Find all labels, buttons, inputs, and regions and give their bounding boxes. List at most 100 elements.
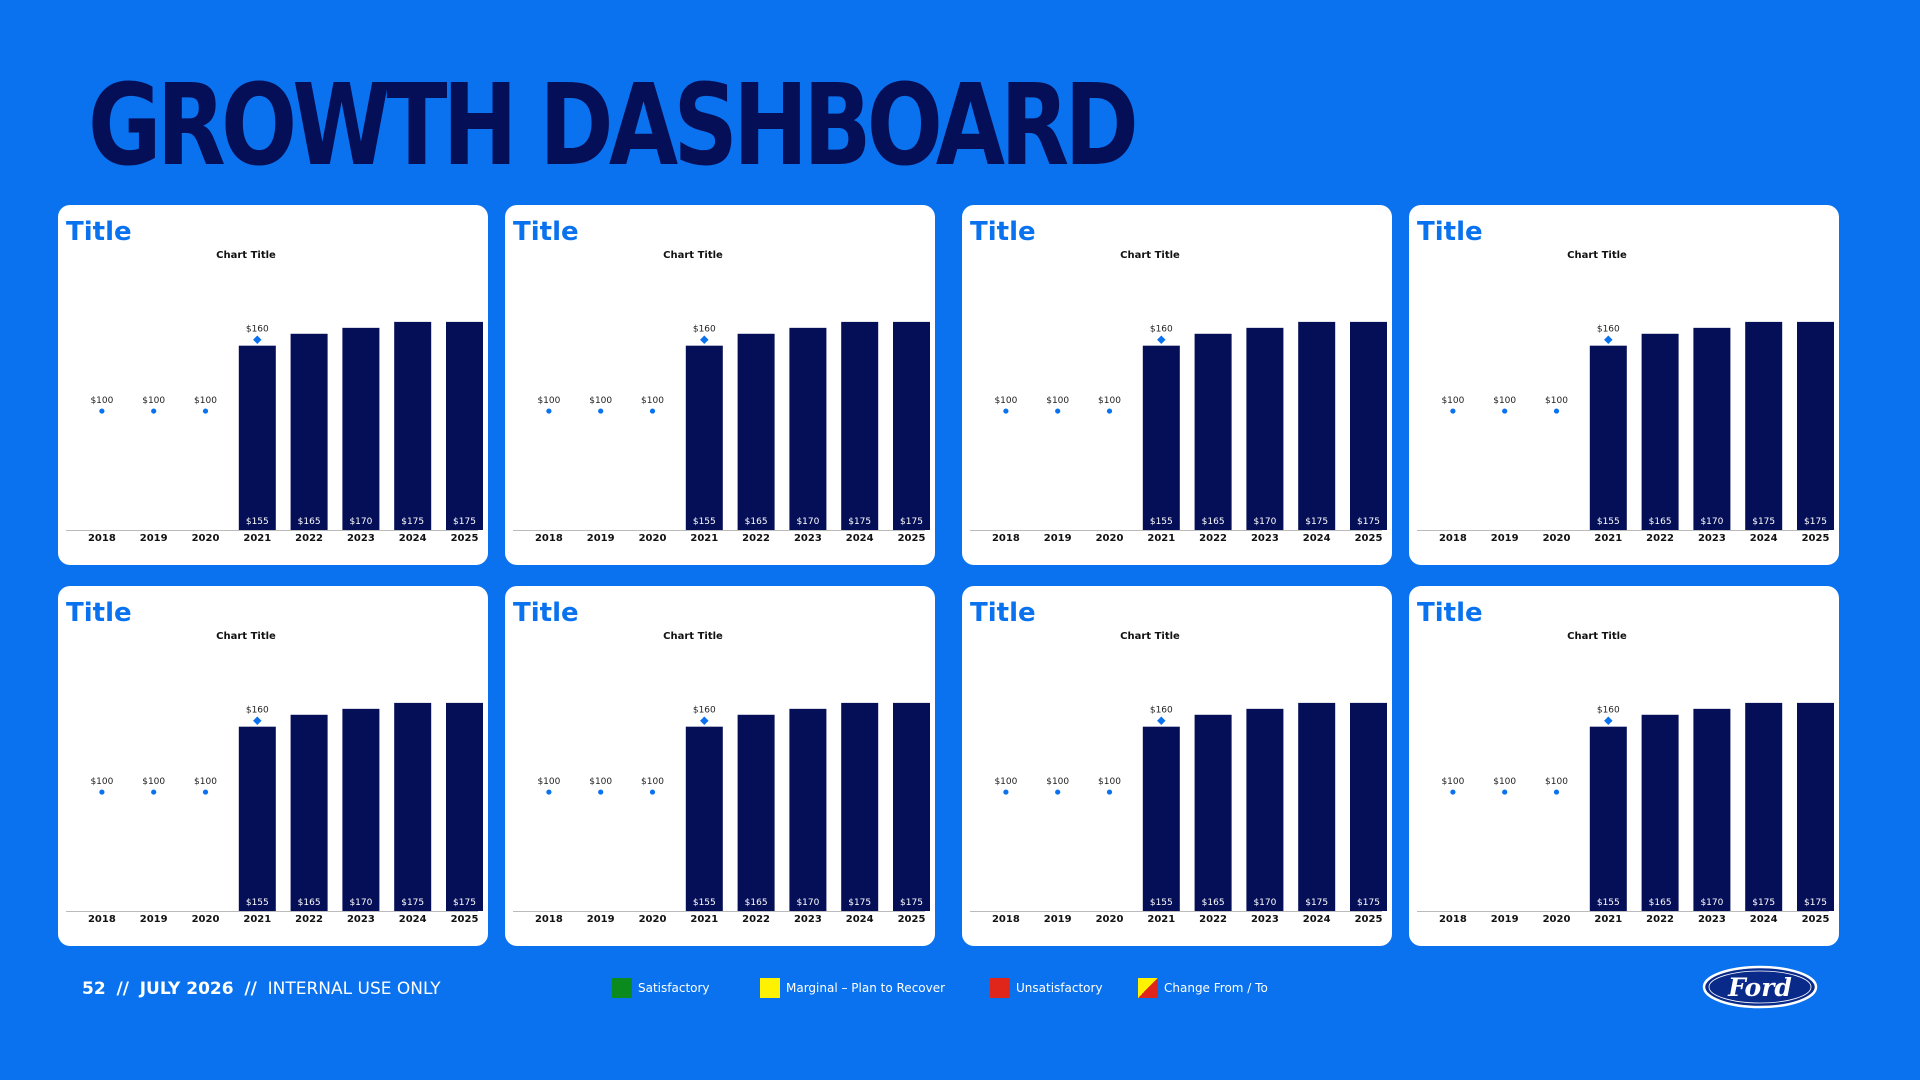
- bar-value-label: $175: [453, 898, 476, 908]
- marker-value-label: $100: [1046, 396, 1069, 406]
- bar: [342, 327, 380, 530]
- marker-dot: [546, 408, 552, 414]
- x-tick-label: 2021: [1147, 533, 1175, 544]
- legend-label: Unsatisfactory: [1016, 981, 1103, 995]
- x-tick-label: 2020: [1543, 914, 1571, 925]
- marker-value-label: $100: [537, 777, 560, 787]
- yellow-red-split-square-icon: [1138, 978, 1158, 998]
- bar: [789, 708, 827, 911]
- bar: [1298, 702, 1336, 911]
- marker-dot: [1450, 789, 1456, 795]
- marker-dot: [1106, 789, 1113, 795]
- x-tick-label: 2018: [535, 914, 563, 925]
- bar: [737, 333, 775, 530]
- marker-diamond: [700, 335, 709, 344]
- x-tick-label: 2018: [992, 533, 1020, 544]
- chart-title: Chart Title: [216, 631, 276, 642]
- x-tick-label: 2021: [690, 533, 718, 544]
- bar-value-label: $175: [900, 517, 923, 527]
- bar: [1194, 714, 1232, 911]
- x-tick-label: 2021: [243, 914, 271, 925]
- bar: [1246, 327, 1284, 530]
- x-tick-label: 2022: [1646, 533, 1674, 544]
- bar: [1246, 708, 1284, 911]
- x-tick-label: 2023: [1698, 914, 1726, 925]
- marker-value-label: $160: [693, 325, 716, 335]
- marker-value-label: $100: [641, 777, 664, 787]
- x-tick-label: 2019: [1044, 533, 1072, 544]
- x-tick-label: 2023: [347, 914, 375, 925]
- x-tick-label: 2024: [1750, 914, 1778, 925]
- x-tick-label: 2025: [1802, 533, 1830, 544]
- marker-dot: [598, 789, 604, 795]
- bar: [342, 708, 380, 911]
- card-title: Title: [66, 598, 132, 628]
- ford-logo: Ford: [1702, 965, 1818, 1009]
- bar-value-label: $175: [453, 517, 476, 527]
- marker-value-label: $100: [1098, 396, 1121, 406]
- bar-value-label: $175: [1305, 898, 1328, 908]
- marker-dot: [649, 789, 656, 795]
- chart-card: Title Chart Title $100 2018 $100 2019 $100 202…: [1409, 586, 1839, 946]
- x-tick-label: 2020: [1543, 533, 1571, 544]
- bar: [841, 702, 879, 911]
- bar-value-label: $165: [745, 898, 768, 908]
- marker-value-label: $100: [90, 777, 113, 787]
- bar-value-label: $170: [1700, 517, 1723, 527]
- chart: Chart Title $100 2018 $100 2019 $100 2020 $155 $…: [66, 631, 483, 925]
- x-tick-label: 2022: [295, 914, 323, 925]
- marker-dot: [1055, 408, 1061, 414]
- x-tick-label: 2024: [1750, 533, 1778, 544]
- x-tick-label: 2019: [140, 533, 168, 544]
- chart: Chart Title $100 2018 $100 2019 $100 2020 $155 $…: [1417, 631, 1834, 925]
- marker-diamond: [1157, 335, 1166, 344]
- marker-diamond: [700, 716, 709, 725]
- bar: [1745, 702, 1783, 911]
- x-tick-label: 2020: [192, 533, 220, 544]
- bar: [446, 321, 483, 530]
- x-tick-label: 2024: [846, 914, 874, 925]
- x-tick-label: 2024: [1303, 533, 1331, 544]
- chart: Chart Title $100 2018 $100 2019 $100 2020 $155 $…: [513, 250, 930, 544]
- chart-title: Chart Title: [663, 250, 723, 261]
- x-tick-label: 2020: [192, 914, 220, 925]
- bar: [1589, 345, 1627, 530]
- x-tick-label: 2018: [535, 533, 563, 544]
- chart: Chart Title $100 2018 $100 2019 $100 2020 $155 $…: [1417, 250, 1834, 544]
- classification-label: INTERNAL USE ONLY: [267, 979, 441, 999]
- bar: [789, 327, 827, 530]
- red-square-icon: [990, 978, 1010, 998]
- marker-value-label: $100: [1545, 777, 1568, 787]
- bar: [1194, 333, 1232, 530]
- bar-value-label: $155: [693, 898, 716, 908]
- x-tick-label: 2023: [1698, 533, 1726, 544]
- x-tick-label: 2018: [1439, 533, 1467, 544]
- x-tick-label: 2019: [1044, 914, 1072, 925]
- marker-value-label: $100: [1493, 777, 1516, 787]
- marker-value-label: $160: [1150, 706, 1173, 716]
- bar-value-label: $175: [1357, 898, 1380, 908]
- marker-dot: [1553, 789, 1560, 795]
- marker-dot: [649, 408, 656, 414]
- bar: [394, 321, 432, 530]
- bar-value-label: $175: [1357, 517, 1380, 527]
- bar-value-label: $165: [298, 898, 321, 908]
- page-number: 52: [82, 979, 106, 999]
- bar-value-label: $175: [1752, 517, 1775, 527]
- marker-dot: [1106, 408, 1113, 414]
- x-tick-label: 2023: [347, 533, 375, 544]
- chart-card: Title Chart Title $100 2018 $100 2019 $100 202…: [505, 205, 935, 565]
- bar-value-label: $165: [1202, 517, 1225, 527]
- x-tick-label: 2024: [399, 914, 427, 925]
- bar: [290, 333, 328, 530]
- legend-item-marginal: Marginal – Plan to Recover: [760, 978, 945, 998]
- bar: [1693, 327, 1731, 530]
- marker-value-label: $100: [1098, 777, 1121, 787]
- x-tick-label: 2025: [1802, 914, 1830, 925]
- card-title: Title: [513, 217, 579, 247]
- marker-diamond: [1157, 716, 1166, 725]
- bar: [841, 321, 879, 530]
- bar: [1589, 726, 1627, 911]
- bar-value-label: $175: [848, 517, 871, 527]
- marker-value-label: $160: [246, 706, 269, 716]
